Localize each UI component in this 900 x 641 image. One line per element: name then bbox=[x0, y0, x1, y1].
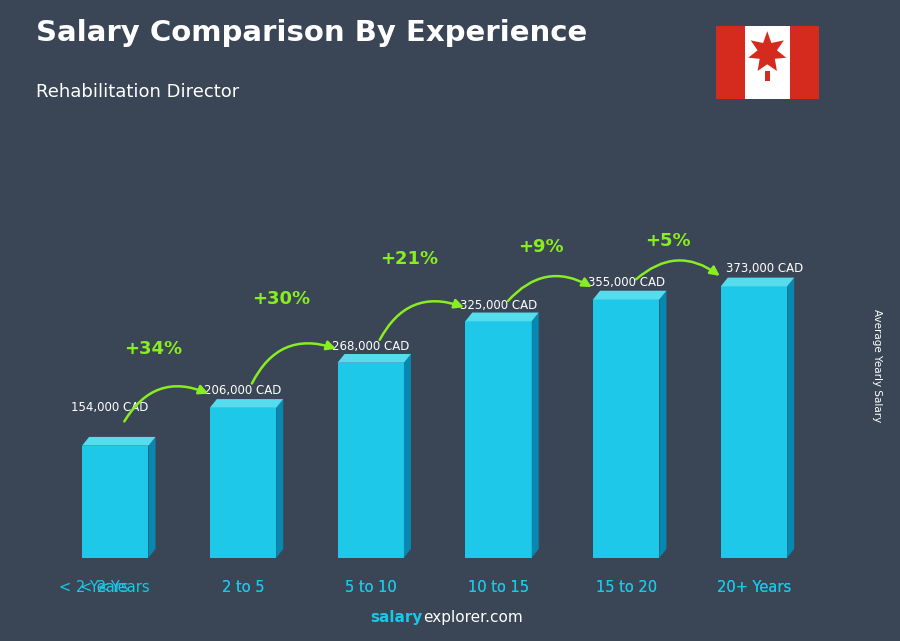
Text: Salary Comparison By Experience: Salary Comparison By Experience bbox=[36, 19, 587, 47]
Polygon shape bbox=[82, 437, 156, 445]
FancyArrowPatch shape bbox=[508, 276, 590, 301]
Text: 2 to 5: 2 to 5 bbox=[221, 581, 265, 595]
FancyArrowPatch shape bbox=[636, 260, 717, 279]
Text: +30%: +30% bbox=[252, 290, 310, 308]
Polygon shape bbox=[210, 408, 276, 558]
Polygon shape bbox=[593, 291, 667, 299]
Polygon shape bbox=[593, 299, 660, 558]
Text: 15 to 20: 15 to 20 bbox=[596, 581, 657, 595]
Text: 10 to 15: 10 to 15 bbox=[468, 581, 529, 595]
Text: Average Yearly Salary: Average Yearly Salary bbox=[872, 309, 883, 422]
Polygon shape bbox=[788, 278, 794, 558]
Polygon shape bbox=[789, 26, 819, 99]
Text: 325,000 CAD: 325,000 CAD bbox=[460, 299, 537, 312]
FancyBboxPatch shape bbox=[716, 26, 819, 99]
FancyArrowPatch shape bbox=[124, 386, 206, 421]
Text: < 2 Years: < 2 Years bbox=[58, 581, 129, 595]
Polygon shape bbox=[660, 291, 667, 558]
Text: 268,000 CAD: 268,000 CAD bbox=[332, 340, 410, 353]
Text: 15 to 20: 15 to 20 bbox=[596, 581, 657, 595]
FancyArrowPatch shape bbox=[252, 342, 334, 383]
Text: < 2 Years: < 2 Years bbox=[80, 581, 150, 595]
Polygon shape bbox=[765, 71, 770, 81]
Text: 154,000 CAD: 154,000 CAD bbox=[71, 401, 148, 414]
Polygon shape bbox=[276, 399, 284, 558]
Text: Rehabilitation Director: Rehabilitation Director bbox=[36, 83, 239, 101]
Polygon shape bbox=[338, 354, 411, 363]
Text: 5 to 10: 5 to 10 bbox=[345, 581, 397, 595]
Text: +9%: +9% bbox=[518, 238, 563, 256]
Polygon shape bbox=[748, 31, 787, 71]
Polygon shape bbox=[721, 278, 794, 287]
Polygon shape bbox=[404, 354, 411, 558]
Text: salary: salary bbox=[371, 610, 423, 625]
Text: 20+ Years: 20+ Years bbox=[716, 581, 791, 595]
Text: +21%: +21% bbox=[380, 250, 438, 268]
Text: 355,000 CAD: 355,000 CAD bbox=[588, 276, 665, 289]
Text: 206,000 CAD: 206,000 CAD bbox=[204, 385, 282, 397]
Polygon shape bbox=[716, 26, 745, 99]
Text: 2 to 5: 2 to 5 bbox=[221, 581, 265, 595]
Text: 373,000 CAD: 373,000 CAD bbox=[725, 263, 803, 276]
Text: +5%: +5% bbox=[645, 232, 691, 250]
Text: +34%: +34% bbox=[124, 340, 183, 358]
Polygon shape bbox=[148, 437, 156, 558]
Polygon shape bbox=[532, 313, 539, 558]
Polygon shape bbox=[465, 321, 532, 558]
Text: explorer.com: explorer.com bbox=[423, 610, 523, 625]
Polygon shape bbox=[82, 445, 148, 558]
Polygon shape bbox=[338, 363, 404, 558]
Text: 10 to 15: 10 to 15 bbox=[468, 581, 529, 595]
Polygon shape bbox=[465, 313, 539, 321]
Text: 5 to 10: 5 to 10 bbox=[345, 581, 397, 595]
Polygon shape bbox=[210, 399, 284, 408]
FancyArrowPatch shape bbox=[380, 300, 462, 340]
Text: 20+ Years: 20+ Years bbox=[716, 581, 791, 595]
Polygon shape bbox=[721, 287, 788, 558]
Text: <: < bbox=[98, 581, 115, 595]
